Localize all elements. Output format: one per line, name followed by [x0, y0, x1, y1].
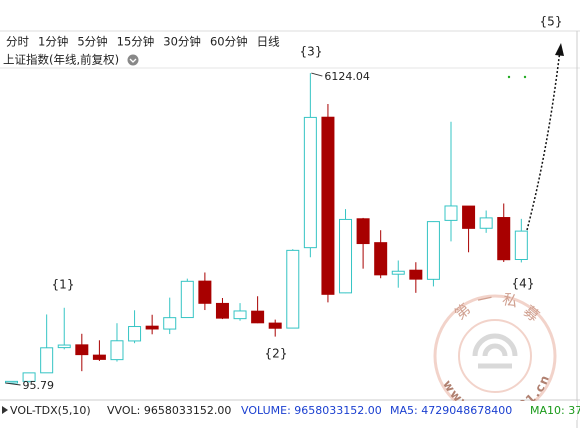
candle-body	[128, 326, 142, 342]
low-label: 95.79	[23, 379, 55, 392]
status-icon	[2, 406, 8, 414]
status-text: MA5: 4729048678400	[390, 404, 512, 417]
wave-label: {5}	[540, 15, 563, 29]
status-bar	[0, 401, 577, 420]
candle-body	[409, 269, 423, 280]
tab[interactable]: 日线	[257, 35, 280, 49]
chart-title: 上证指数(年线,前复权)	[3, 53, 119, 67]
candle-body	[251, 310, 265, 324]
watermark-char: 一	[476, 289, 494, 310]
candle-body	[110, 340, 124, 361]
candle-body	[57, 344, 71, 349]
tab[interactable]: 30分钟	[163, 35, 201, 49]
tab[interactable]: 1分钟	[38, 35, 68, 49]
status-text: MA10: 376	[530, 404, 580, 417]
candle-body	[303, 116, 317, 249]
status-text: VOLUME: 9658033152.00	[241, 404, 382, 417]
wave-label: {3}	[300, 45, 323, 59]
tab[interactable]: 15分钟	[117, 35, 155, 49]
candle-body	[286, 249, 300, 329]
candle-body	[497, 217, 511, 261]
candle-body	[198, 280, 212, 304]
title-dropdown[interactable]	[127, 54, 139, 66]
watermark-inner-ring	[458, 319, 532, 393]
wave-label: {4}	[512, 277, 535, 291]
candle-body	[163, 317, 177, 330]
forecast-arrow	[526, 49, 561, 231]
candle-body	[426, 221, 440, 280]
wave-label: {1}	[52, 278, 75, 292]
candle-body	[479, 217, 493, 229]
candle-body	[180, 280, 194, 319]
candle-body	[40, 347, 54, 374]
status-text: VVOL: 9658033152.00	[107, 404, 231, 417]
tab[interactable]: 分时	[6, 35, 29, 49]
candle-body	[22, 372, 36, 382]
tab[interactable]: 60分钟	[210, 35, 248, 49]
candle-body	[339, 218, 353, 294]
wave-label: {2}	[265, 347, 288, 361]
candle-body	[233, 310, 247, 320]
candle-body	[75, 344, 89, 356]
watermark-emblem	[472, 333, 518, 369]
pointer	[5, 382, 21, 386]
candle-body	[444, 205, 458, 221]
tab[interactable]: 5分钟	[77, 35, 107, 49]
candle-body	[391, 270, 405, 275]
forecast-arrowhead	[555, 43, 564, 56]
high-label: 6124.04	[324, 70, 370, 83]
candle-body	[92, 354, 106, 360]
candle-body	[215, 302, 229, 319]
candle-body	[5, 380, 18, 384]
marker-dot	[507, 75, 511, 79]
marker-dot	[523, 75, 527, 79]
candle-body	[374, 242, 388, 276]
candle-body	[145, 325, 159, 330]
watermark-char: 私	[501, 290, 520, 311]
pointer	[311, 72, 323, 77]
candle-body	[462, 205, 476, 229]
candle-body	[268, 322, 282, 329]
dropdown-arrow	[129, 58, 137, 63]
candle-body	[356, 218, 370, 245]
candle-body	[514, 230, 528, 260]
status-text: VOL-TDX(5,10)	[10, 404, 91, 417]
candle-body	[321, 116, 335, 295]
